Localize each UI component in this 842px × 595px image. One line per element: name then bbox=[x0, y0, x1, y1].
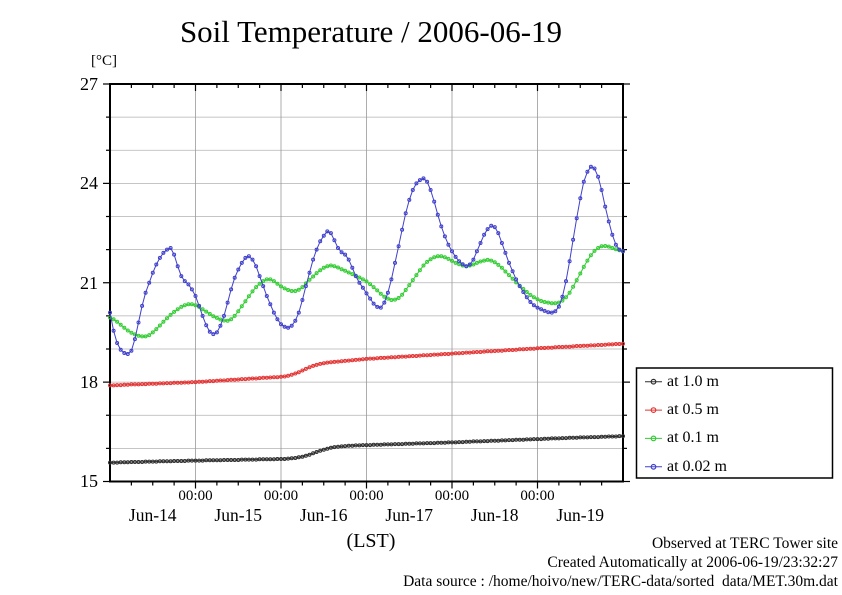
legend-label-0.5m: at 0.5 m bbox=[667, 401, 719, 418]
legend-marker-2 bbox=[650, 435, 657, 442]
legend-marker-0 bbox=[650, 378, 657, 385]
legend bbox=[635, 367, 834, 479]
x-day-label-jun14: Jun-14 bbox=[128, 505, 177, 525]
x-tick-label-0000-1: 00:00 bbox=[178, 488, 213, 504]
y-axis-unit-label: [°C] bbox=[91, 53, 117, 69]
x-day-label-jun18: Jun-18 bbox=[470, 505, 519, 525]
legend-box bbox=[635, 367, 834, 479]
x-day-label-jun17: Jun-17 bbox=[385, 505, 434, 525]
plot-frame bbox=[109, 83, 624, 483]
legend-label-0.1m: at 0.1 m bbox=[667, 429, 719, 446]
legend-label-0.02m: at 0.02 m bbox=[667, 458, 727, 475]
footnote-data-source: Data source : /home/hoivo/new/TERC-data/… bbox=[403, 573, 838, 590]
y-tick-label-18: 18 bbox=[80, 372, 98, 392]
x-tick-label-0000-2: 00:00 bbox=[263, 488, 299, 504]
x-day-label-jun19: Jun-19 bbox=[556, 505, 605, 525]
legend-marker-1 bbox=[650, 407, 657, 414]
y-tick-label-24: 24 bbox=[80, 173, 98, 193]
series-at10m bbox=[108, 434, 625, 465]
chart-title: Soil Temperature / 2006-06-19 bbox=[179, 14, 563, 49]
legend-marker-3 bbox=[650, 463, 657, 470]
x-day-label-jun16: Jun-16 bbox=[299, 505, 348, 525]
footnote-observed-site: Observed at TERC Tower site bbox=[651, 535, 838, 552]
y-tick-label-27: 27 bbox=[80, 74, 98, 94]
plot-layers bbox=[103, 83, 630, 489]
x-tick-label-0000-4: 00:00 bbox=[434, 488, 470, 504]
x-day-label-jun15: Jun-15 bbox=[214, 505, 263, 525]
x-tick-label-0000-5: 00:00 bbox=[520, 488, 555, 504]
x-tick-label-0000-3: 00:00 bbox=[349, 488, 384, 504]
series-at01m bbox=[108, 244, 625, 339]
footnote-created-at: Created Automatically at 2006-06-19/23:3… bbox=[547, 554, 838, 571]
x-axis-label: (LST) bbox=[346, 530, 396, 552]
legend-markers bbox=[645, 378, 662, 470]
series-at05m bbox=[108, 341, 625, 388]
legend-label-1.0m: at 1.0 m bbox=[667, 373, 719, 390]
y-tick-label-15: 15 bbox=[80, 471, 98, 491]
series-at002m bbox=[108, 164, 625, 356]
y-tick-label-21: 21 bbox=[80, 273, 98, 293]
